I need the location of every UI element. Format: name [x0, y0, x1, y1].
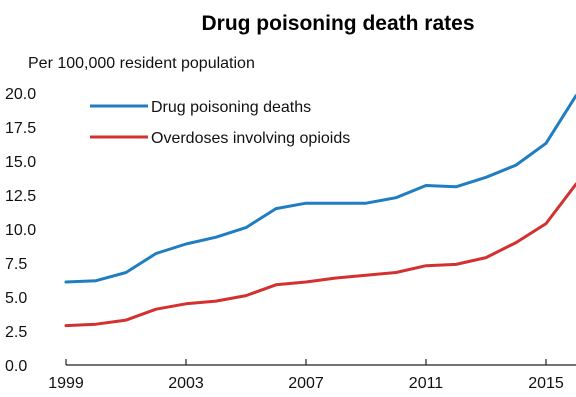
y-tick-label: 12.5 — [5, 188, 36, 205]
y-tick-label: 17.5 — [5, 120, 36, 137]
x-ticks-group: 1999 2003 2007 2011 2015 — [48, 359, 564, 392]
y-tick-label: 15.0 — [5, 154, 36, 171]
y-tick-label: 10.0 — [5, 222, 36, 239]
chart-title: Drug poisoning death rates — [201, 12, 474, 35]
legend-label: Drug poisoning deaths — [151, 99, 311, 116]
x-tick-label: 2015 — [528, 375, 564, 392]
y-tick-label: 20.0 — [5, 86, 36, 103]
series-line-2 — [64, 182, 576, 328]
x-tick-label: 1999 — [48, 375, 84, 392]
x-tick-label: 2003 — [168, 375, 204, 392]
y-ticks-group: 0.0 2.5 5.0 7.5 10.0 12.5 15.0 17.5 20.0 — [5, 86, 36, 375]
x-tick-label: 2011 — [409, 375, 444, 392]
y-tick-label: 5.0 — [5, 290, 27, 307]
y-tick-label: 0.0 — [5, 358, 27, 375]
y-axis-label: Per 100,000 resident population — [28, 55, 255, 72]
series-layer — [64, 94, 576, 328]
legend: Drug poisoning deaths Overdoses involving… — [90, 99, 350, 147]
y-tick-label: 2.5 — [5, 324, 27, 341]
x-tick-label: 2007 — [288, 375, 324, 392]
legend-label: Overdoses involving opioids — [151, 130, 350, 147]
series-line-1 — [64, 94, 576, 284]
y-tick-label: 7.5 — [5, 256, 27, 273]
